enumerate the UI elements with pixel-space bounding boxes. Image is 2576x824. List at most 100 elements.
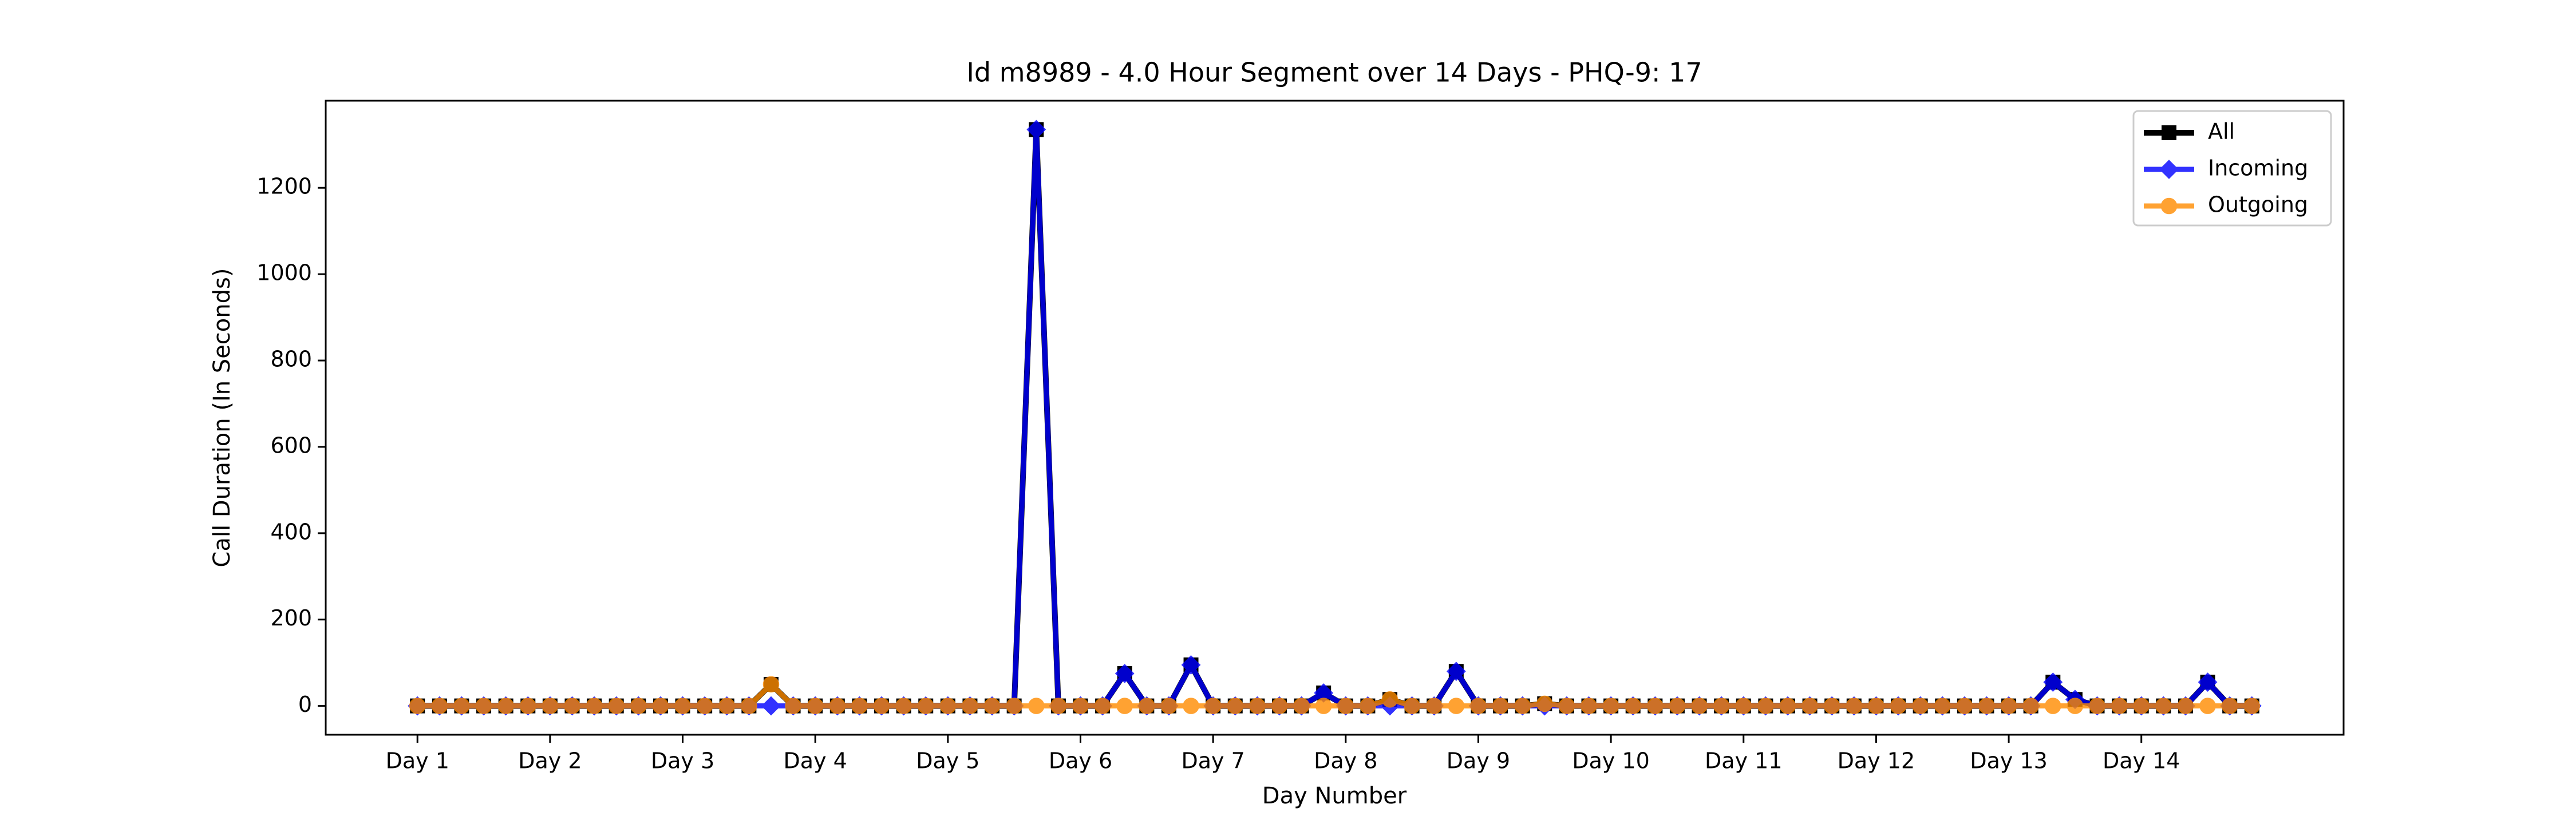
legend-entry bbox=[2144, 125, 2194, 140]
marker bbox=[741, 698, 757, 714]
legend: All Incoming Outgoing bbox=[2132, 110, 2332, 227]
marker bbox=[2133, 698, 2150, 714]
marker bbox=[1050, 698, 1067, 714]
legend-label: Outgoing bbox=[2208, 192, 2308, 217]
marker bbox=[829, 698, 846, 714]
marker bbox=[761, 696, 781, 716]
marker bbox=[2089, 698, 2105, 714]
x-axis-label: Day Number bbox=[1262, 783, 1407, 809]
y-tick-label: 0 bbox=[298, 692, 312, 717]
x-tick-label: Day 1 bbox=[386, 748, 449, 774]
marker bbox=[983, 698, 1001, 714]
marker bbox=[2000, 698, 2017, 714]
marker bbox=[1581, 698, 1597, 714]
x-tick-label: Day 10 bbox=[1572, 748, 1649, 774]
marker bbox=[674, 698, 691, 714]
marker bbox=[1735, 698, 1752, 714]
x-tick-label: Day 8 bbox=[1314, 748, 1377, 774]
marker bbox=[2243, 698, 2261, 714]
y-tick-label: 400 bbox=[270, 519, 312, 544]
marker bbox=[542, 698, 559, 714]
marker bbox=[917, 698, 934, 714]
marker bbox=[1337, 698, 1354, 714]
marker bbox=[475, 698, 492, 714]
y-axis-label: Call Duration (In Seconds) bbox=[209, 268, 235, 568]
marker bbox=[1072, 698, 1089, 714]
marker bbox=[608, 698, 625, 714]
marker bbox=[807, 698, 824, 714]
marker bbox=[2199, 698, 2216, 714]
marker bbox=[2221, 698, 2238, 714]
marker bbox=[1446, 661, 1466, 682]
y-tick-label: 600 bbox=[270, 433, 312, 458]
marker bbox=[2198, 672, 2218, 692]
marker bbox=[1249, 698, 1266, 714]
marker bbox=[1779, 698, 1796, 714]
marker bbox=[497, 698, 514, 714]
marker bbox=[1028, 698, 1045, 714]
marker bbox=[762, 676, 780, 693]
marker bbox=[630, 698, 647, 714]
marker bbox=[1381, 691, 1398, 708]
marker bbox=[1625, 698, 1642, 714]
marker bbox=[1823, 698, 1840, 714]
marker bbox=[939, 698, 957, 714]
marker bbox=[1227, 698, 1244, 714]
marker bbox=[1536, 695, 1553, 712]
marker bbox=[1183, 698, 1199, 714]
chart-title: Id m8989 - 4.0 Hour Segment over 14 Days… bbox=[966, 57, 1702, 88]
marker bbox=[873, 698, 890, 714]
series-line bbox=[417, 126, 2252, 709]
legend-entry bbox=[2144, 160, 2194, 179]
y-tick-label: 1200 bbox=[256, 174, 312, 199]
marker bbox=[1602, 698, 1619, 714]
marker bbox=[1448, 698, 1465, 714]
series bbox=[408, 120, 2262, 716]
marker bbox=[2044, 698, 2061, 714]
legend-label: Incoming bbox=[2208, 156, 2308, 181]
marker bbox=[2162, 125, 2176, 140]
y-tick-label: 1000 bbox=[256, 260, 312, 286]
marker bbox=[1271, 698, 1288, 714]
series-line bbox=[417, 126, 2252, 709]
x-tick-label: Day 9 bbox=[1447, 748, 1510, 774]
marker bbox=[1139, 698, 1155, 714]
marker bbox=[1669, 698, 1686, 714]
x-tick-label: Day 7 bbox=[1182, 748, 1245, 774]
y-tick-label: 800 bbox=[270, 347, 312, 372]
marker bbox=[785, 698, 801, 714]
x-tick-label: Day 6 bbox=[1049, 748, 1112, 774]
marker bbox=[2022, 698, 2039, 714]
x-tick-label: Day 5 bbox=[916, 748, 979, 774]
marker bbox=[1293, 698, 1310, 714]
marker bbox=[1713, 698, 1730, 714]
marker bbox=[1360, 698, 1376, 714]
marker bbox=[409, 698, 426, 714]
marker bbox=[2111, 698, 2128, 714]
marker bbox=[718, 698, 736, 714]
legend-entry bbox=[2144, 197, 2194, 215]
marker bbox=[1404, 698, 1420, 714]
marker bbox=[1934, 698, 1951, 714]
marker bbox=[1204, 698, 1222, 714]
x-tick-label: Day 12 bbox=[1838, 748, 1915, 774]
marker bbox=[1868, 698, 1884, 714]
x-tick-label: Day 3 bbox=[651, 748, 714, 774]
marker bbox=[1160, 698, 1178, 714]
series bbox=[409, 676, 2261, 714]
marker bbox=[1315, 698, 1332, 714]
marker bbox=[1094, 698, 1111, 714]
marker bbox=[1492, 698, 1509, 714]
marker bbox=[1912, 698, 1929, 714]
marker bbox=[1425, 698, 1443, 714]
marker bbox=[1691, 698, 1708, 714]
marker bbox=[962, 698, 978, 714]
series bbox=[410, 122, 2259, 714]
marker bbox=[1116, 698, 1133, 714]
marker bbox=[586, 698, 603, 714]
x-tick-label: Day 2 bbox=[518, 748, 582, 774]
plot-frame bbox=[325, 100, 2345, 736]
marker bbox=[1470, 698, 1487, 714]
marker bbox=[1181, 655, 1201, 675]
